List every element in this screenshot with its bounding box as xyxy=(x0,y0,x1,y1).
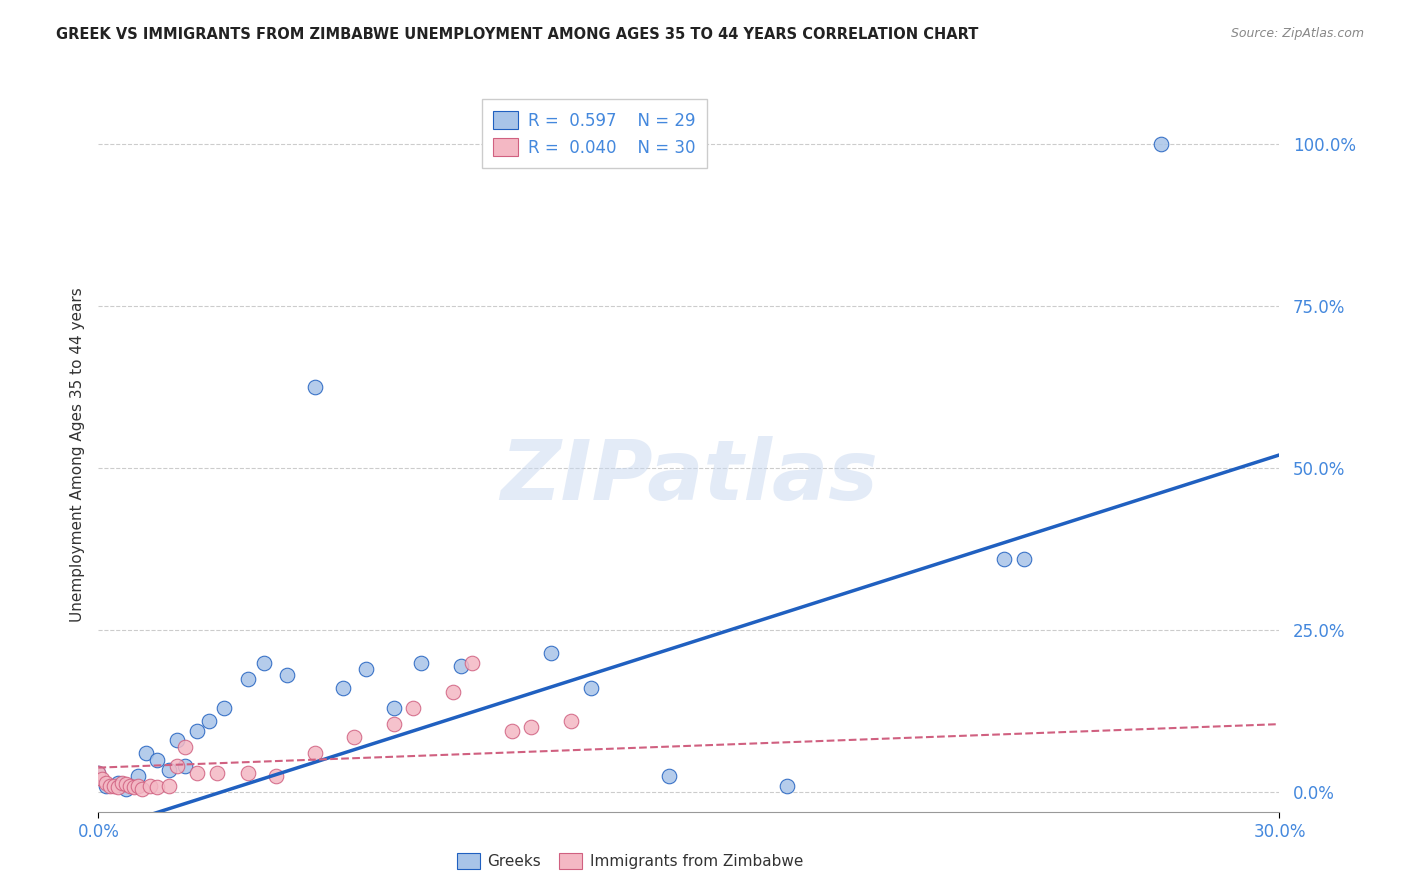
Y-axis label: Unemployment Among Ages 35 to 44 years: Unemployment Among Ages 35 to 44 years xyxy=(69,287,84,623)
Point xyxy=(540,646,562,660)
Point xyxy=(87,765,110,780)
Legend: Greeks, Immigrants from Zimbabwe: Greeks, Immigrants from Zimbabwe xyxy=(450,847,810,875)
Point xyxy=(236,672,259,686)
Point xyxy=(186,723,208,738)
Point xyxy=(138,779,160,793)
Point xyxy=(111,775,134,789)
Point xyxy=(332,681,354,696)
Point xyxy=(658,769,681,783)
Point xyxy=(1150,136,1173,151)
Point xyxy=(304,380,326,394)
Point xyxy=(579,681,602,696)
Point xyxy=(115,777,138,791)
Point xyxy=(98,779,121,793)
Point xyxy=(146,753,169,767)
Point xyxy=(107,775,129,789)
Point xyxy=(382,701,405,715)
Text: ZIPatlas: ZIPatlas xyxy=(501,436,877,516)
Point xyxy=(520,720,543,734)
Point xyxy=(560,714,582,728)
Point xyxy=(131,782,153,797)
Point xyxy=(127,769,149,783)
Point xyxy=(253,656,276,670)
Point xyxy=(96,775,118,789)
Point xyxy=(276,668,298,682)
Point xyxy=(127,779,149,793)
Point xyxy=(304,747,326,761)
Point xyxy=(174,759,197,773)
Point xyxy=(103,779,125,793)
Point xyxy=(118,779,141,793)
Point xyxy=(776,779,799,793)
Point xyxy=(402,701,425,715)
Point xyxy=(166,759,188,773)
Point xyxy=(107,780,129,794)
Point xyxy=(166,733,188,747)
Point xyxy=(343,730,366,744)
Point xyxy=(214,701,236,715)
Point xyxy=(411,656,433,670)
Point xyxy=(135,747,157,761)
Point xyxy=(382,717,405,731)
Point xyxy=(501,723,523,738)
Text: GREEK VS IMMIGRANTS FROM ZIMBABWE UNEMPLOYMENT AMONG AGES 35 TO 44 YEARS CORRELA: GREEK VS IMMIGRANTS FROM ZIMBABWE UNEMPL… xyxy=(56,27,979,42)
Point xyxy=(157,763,180,777)
Point xyxy=(354,662,377,676)
Point xyxy=(91,772,114,787)
Point xyxy=(87,765,110,780)
Point xyxy=(441,684,464,698)
Point xyxy=(157,779,180,793)
Point xyxy=(96,779,118,793)
Point xyxy=(186,765,208,780)
Point xyxy=(197,714,219,728)
Point xyxy=(461,656,484,670)
Point xyxy=(264,769,287,783)
Point xyxy=(146,780,169,794)
Point xyxy=(236,765,259,780)
Point xyxy=(205,765,228,780)
Point xyxy=(115,782,138,797)
Point xyxy=(1012,551,1035,566)
Text: Source: ZipAtlas.com: Source: ZipAtlas.com xyxy=(1230,27,1364,40)
Point xyxy=(993,551,1015,566)
Point xyxy=(450,658,472,673)
Point xyxy=(174,739,197,754)
Point xyxy=(122,780,145,794)
